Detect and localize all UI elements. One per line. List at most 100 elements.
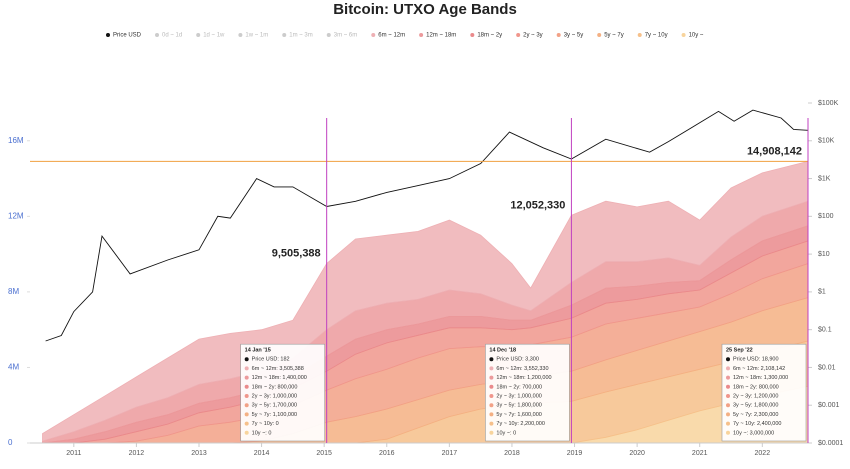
tooltip-row: 3y ~ 5y: 1,800,000 xyxy=(496,403,541,409)
tooltip-marker xyxy=(726,357,730,362)
tooltip-marker xyxy=(244,394,249,398)
tooltip-row: 12m ~ 18m: 1,400,000 xyxy=(252,375,307,381)
tooltip-marker xyxy=(244,412,249,417)
tooltip-date: 14 Jan '15 xyxy=(245,348,271,354)
y2-tick-label: $1K xyxy=(818,175,831,182)
tooltip-row: 18m ~ 2y: 700,000 xyxy=(496,384,542,390)
tooltip: 14 Jan '15 Price USD: 182 6m ~ 12m: 3,505,… xyxy=(240,343,325,442)
tooltip-marker xyxy=(726,412,730,417)
legend-marker xyxy=(371,33,376,37)
x-tick-label: 2012 xyxy=(129,450,145,457)
price-line xyxy=(45,109,809,342)
x-tick-label: 2020 xyxy=(629,450,645,457)
tooltip: 25 Sep '22 Price USD: 18,900 6m ~ 12m: 2,1… xyxy=(721,343,807,442)
x-tick-label: 2011 xyxy=(66,450,81,457)
tooltip-marker xyxy=(726,394,730,398)
tooltip-marker xyxy=(244,357,249,362)
tooltip-marker xyxy=(244,403,249,408)
tooltip-row: Price USD: 182 xyxy=(252,357,290,363)
y2-tick-label: $0.1 xyxy=(818,327,832,334)
x-tick-label: 2016 xyxy=(379,450,395,457)
legend-label: 5y ~ 7y xyxy=(604,33,624,39)
legend-label: 1w ~ 1m xyxy=(245,33,268,39)
y2-tick-label: $0.0001 xyxy=(818,440,843,447)
annotation-label: 12,052,330 xyxy=(510,199,565,211)
tooltip-marker xyxy=(489,430,494,435)
legend-marker xyxy=(516,33,521,37)
y2-tick-label: $100K xyxy=(818,100,839,107)
y2-tick-label: $10 xyxy=(818,251,830,258)
tooltip-row: 12m ~ 18m: 1,300,000 xyxy=(733,375,788,381)
tooltip-marker xyxy=(489,357,494,362)
tooltip-date: 14 Dec '18 xyxy=(489,348,516,354)
tooltip-box xyxy=(721,343,807,442)
tooltip-marker xyxy=(726,430,730,435)
tooltip-marker xyxy=(726,384,730,389)
tooltip-row: 5y ~ 7y: 2,300,000 xyxy=(733,412,778,418)
tooltip-row: 6m ~ 12m: 3,552,330 xyxy=(496,366,548,372)
legend-marker xyxy=(106,33,110,37)
tooltip-row: 10y ~: 0 xyxy=(496,430,516,436)
legend-label: 0d ~ 1d xyxy=(162,33,182,39)
tooltip-row: 12m ~ 18m: 1,200,000 xyxy=(496,375,551,381)
tooltip-marker xyxy=(489,403,494,408)
legend-marker xyxy=(556,33,561,37)
legend-marker xyxy=(419,33,424,37)
tooltip-row: 2y ~ 3y: 1,000,000 xyxy=(252,393,297,399)
tooltip-marker xyxy=(489,384,494,389)
y2-tick-label: $100 xyxy=(818,213,834,220)
x-tick-label: 2015 xyxy=(316,450,332,457)
tooltip-row: 7y ~ 10y: 2,400,000 xyxy=(733,421,781,427)
tooltip-row: Price USD: 3,300 xyxy=(496,357,539,363)
legend-label: 1d ~ 1w xyxy=(203,33,225,39)
y-tick-label: 16M xyxy=(8,136,24,145)
tooltip-row: 5y ~ 7y: 1,600,000 xyxy=(496,412,541,418)
tooltip-row: 7y ~ 10y: 0 xyxy=(252,421,279,427)
x-tick-label: 2022 xyxy=(755,450,771,457)
legend-label: 1m ~ 3m xyxy=(289,33,313,39)
tooltip-box xyxy=(485,343,570,442)
x-tick-label: 2019 xyxy=(567,450,583,457)
legend-label: 18m ~ 2y xyxy=(477,33,502,39)
tooltip-date: 25 Sep '22 xyxy=(726,348,753,354)
y-tick-label: 12M xyxy=(8,211,24,220)
tooltip-row: Price USD: 18,900 xyxy=(733,357,779,363)
x-tick-label: 2021 xyxy=(692,450,708,457)
x-tick-label: 2013 xyxy=(191,450,207,457)
legend-label: 3m ~ 6m xyxy=(334,33,358,39)
tooltip-row: 18m ~ 2y: 800,000 xyxy=(252,384,298,390)
y2-tick-label: $10K xyxy=(818,138,835,145)
x-tick-label: 2017 xyxy=(442,450,458,457)
legend-marker xyxy=(196,33,201,37)
y-tick-label: 4M xyxy=(8,363,19,372)
legend-marker xyxy=(637,33,642,37)
legend-marker xyxy=(155,33,160,37)
legend-label: Price USD xyxy=(113,33,142,39)
tooltip-marker xyxy=(244,430,249,435)
annotation-label: 9,505,388 xyxy=(272,247,321,259)
tooltip: 14 Dec '18 Price USD: 3,300 6m ~ 12m: 3,55… xyxy=(485,343,570,442)
legend-label: 12m ~ 18m xyxy=(426,33,456,39)
y2-tick-label: $0.01 xyxy=(818,364,836,371)
tooltip-marker xyxy=(489,394,494,398)
tooltip-marker xyxy=(244,384,249,389)
x-tick-label: 2014 xyxy=(254,450,270,457)
legend-marker xyxy=(681,33,686,37)
tooltip-row: 7y ~ 10y: 2,200,000 xyxy=(496,421,544,427)
legend-label: 6m ~ 12m xyxy=(378,33,405,39)
x-tick-label: 2018 xyxy=(504,450,520,457)
tooltip-row: 10y ~: 3,000,000 xyxy=(733,430,774,436)
tooltip-row: 3y ~ 5y: 1,700,000 xyxy=(252,403,297,409)
y-tick-label: 0 xyxy=(8,438,13,447)
y-tick-label: 8M xyxy=(8,287,19,296)
legend-marker xyxy=(326,33,331,37)
tooltip-row: 6m ~ 12m: 3,505,388 xyxy=(252,366,304,372)
y2-tick-label: $0.001 xyxy=(818,402,840,409)
chart-title: Bitcoin: UTXO Age Bands xyxy=(333,1,517,18)
legend-label: 3y ~ 5y xyxy=(564,33,584,39)
tooltip-row: 2y ~ 3y: 1,000,000 xyxy=(496,393,541,399)
tooltip-row: 10y ~: 0 xyxy=(252,430,272,436)
tooltip-marker xyxy=(489,412,494,417)
tooltip-row: 5y ~ 7y: 1,100,000 xyxy=(252,412,297,418)
tooltip-marker xyxy=(489,366,494,371)
